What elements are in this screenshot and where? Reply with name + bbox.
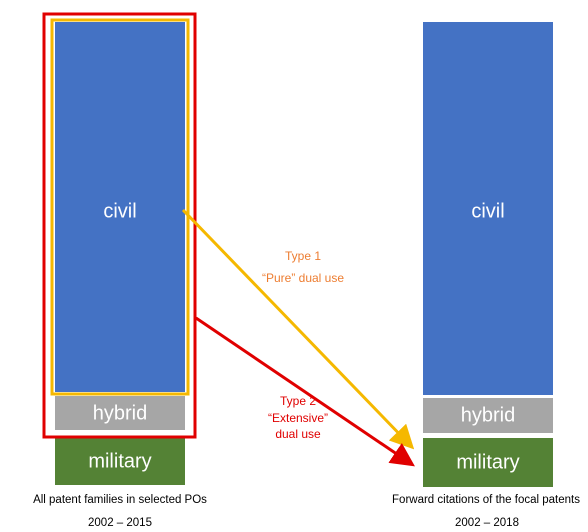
segment-label: civil [103, 200, 136, 222]
civil-block [55, 22, 185, 392]
link-description: “Pure” dual use [262, 271, 344, 285]
segment-label: military [88, 450, 151, 472]
red-outline [42, 12, 197, 439]
hybrid-block [55, 396, 185, 430]
link-description: “Extensive” [268, 411, 328, 425]
caption: Forward citations of the focal patents [392, 494, 580, 506]
period: 2002 – 2015 [88, 517, 152, 529]
arrow [195, 316, 415, 467]
civil-block [423, 22, 553, 395]
segment-label: military [456, 451, 519, 473]
link-type: Type 1 [285, 249, 321, 263]
segment-label: civil [471, 200, 504, 222]
arrow [181, 208, 415, 450]
military-block [55, 437, 185, 485]
segment-label: hybrid [461, 404, 515, 426]
caption: All patent families in selected POs [33, 494, 207, 506]
military-block [423, 438, 553, 487]
period: 2002 – 2018 [455, 517, 519, 529]
link-description: dual use [275, 427, 321, 441]
yellow-outline [50, 18, 190, 396]
hybrid-block [423, 398, 553, 433]
segment-label: hybrid [93, 402, 147, 424]
link-type: Type 2 [280, 394, 316, 408]
